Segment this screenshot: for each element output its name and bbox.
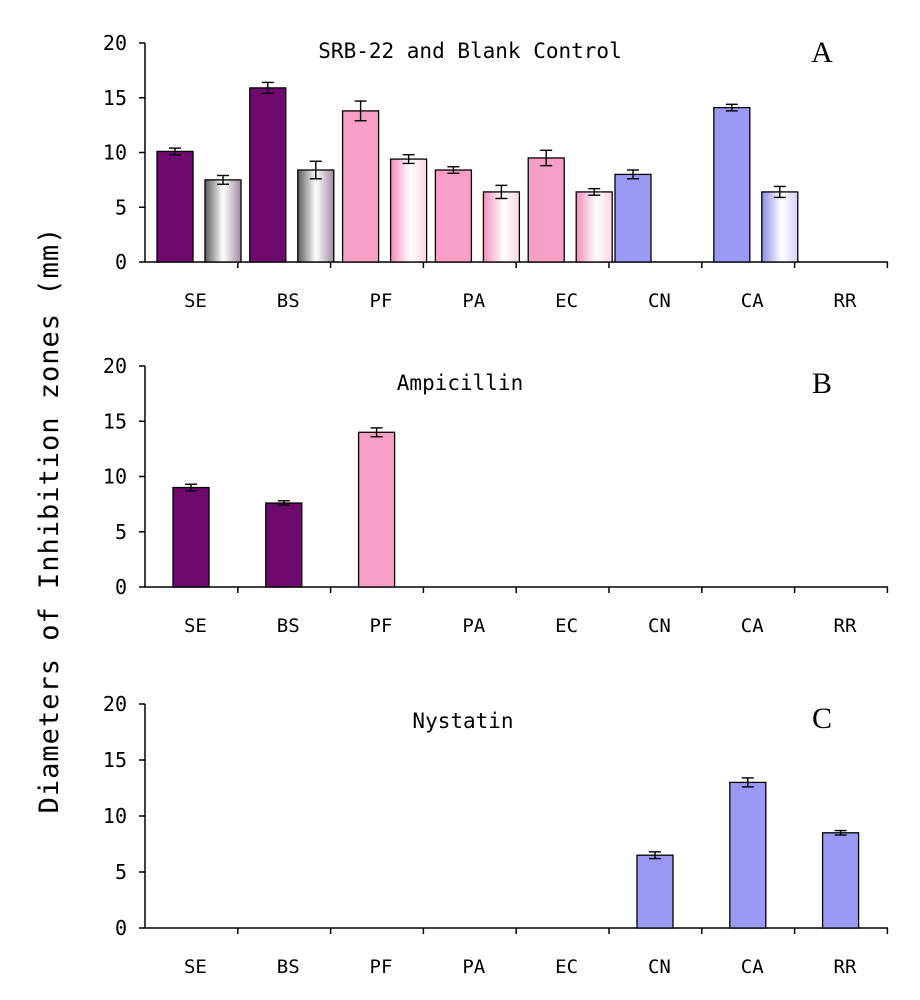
- bar: [265, 502, 303, 588]
- x-tick-label: CA: [741, 956, 764, 978]
- x-tick-label: SE: [184, 290, 207, 312]
- y-tick-label: 5: [115, 195, 127, 219]
- x-tick-label: BS: [277, 290, 300, 312]
- x-tick-label: RR: [834, 290, 857, 312]
- y-tick-label: 10: [103, 804, 127, 828]
- bar: [575, 191, 613, 263]
- x-tick-label: PF: [370, 615, 393, 637]
- bar: [341, 110, 380, 263]
- x-tick-label: CN: [648, 615, 671, 637]
- bar: [729, 781, 767, 929]
- y-tick-label: 5: [115, 860, 127, 884]
- y-tick-label: 0: [115, 916, 127, 940]
- y-tick-label: 15: [103, 409, 127, 433]
- bar: [761, 191, 799, 263]
- x-tick-label: PA: [462, 615, 485, 637]
- bar: [821, 832, 860, 929]
- y-tick-label: 0: [115, 250, 127, 274]
- bar: [297, 169, 335, 263]
- y-tick-label: 0: [115, 575, 127, 599]
- panel-title: Nystatin: [412, 709, 513, 733]
- x-tick-label: EC: [555, 956, 578, 978]
- panel-letter: C: [812, 702, 832, 735]
- x-tick-label: SE: [184, 956, 207, 978]
- bar: [204, 179, 242, 263]
- bar: [357, 431, 396, 588]
- y-tick-label: 5: [115, 520, 127, 544]
- bar: [249, 87, 287, 263]
- y-tick-label: 20: [103, 692, 127, 716]
- x-tick-label: CN: [648, 956, 671, 978]
- bar: [389, 158, 428, 263]
- x-tick-label: RR: [834, 615, 857, 637]
- panel-a: 0 5 10 15 20 SE BS PF PA EC CN CA RR SRB-22 and Blank…: [103, 31, 889, 312]
- panel-title: Ampicillin: [397, 371, 523, 395]
- x-tick-label: BS: [277, 956, 300, 978]
- x-tick-label: BS: [277, 615, 300, 637]
- y-tick-label: 15: [103, 86, 127, 110]
- panel-title: SRB-22 and Blank Control: [318, 39, 621, 63]
- panel-b: 0 5 10 15 20 SE BS PF PA EC CN CA RR Ampicillin B: [103, 354, 889, 637]
- bar: [614, 173, 652, 263]
- y-tick-label: 20: [103, 31, 127, 55]
- x-tick-label: RR: [834, 956, 857, 978]
- y-tick-label: 20: [103, 354, 127, 378]
- panel-letter: B: [812, 367, 832, 400]
- x-tick-label: PF: [370, 956, 393, 978]
- x-tick-label: PA: [462, 956, 485, 978]
- x-tick-label: CN: [648, 290, 671, 312]
- bar: [156, 150, 194, 263]
- bar: [527, 157, 565, 263]
- bar: [434, 169, 473, 263]
- y-tick-label: 10: [103, 141, 127, 165]
- x-tick-label: EC: [555, 290, 578, 312]
- y-tick-label: 10: [103, 465, 127, 489]
- panel-c: 0 5 10 15 20 SE BS PF PA EC CN CA RR Nystatin C: [103, 692, 889, 978]
- panel-letter: A: [811, 36, 833, 69]
- y-tick-label: 15: [103, 748, 127, 772]
- bar: [713, 106, 751, 263]
- bar: [482, 191, 521, 263]
- x-tick-label: CA: [741, 290, 764, 312]
- x-tick-label: PF: [370, 290, 393, 312]
- x-tick-label: EC: [555, 615, 578, 637]
- x-tick-label: PA: [462, 290, 485, 312]
- bar: [172, 486, 210, 588]
- x-tick-label: SE: [184, 615, 207, 637]
- bar: [636, 854, 674, 929]
- y-axis-label: Diameters of Inhibition zones (mm): [34, 227, 65, 814]
- x-tick-label: CA: [741, 615, 764, 637]
